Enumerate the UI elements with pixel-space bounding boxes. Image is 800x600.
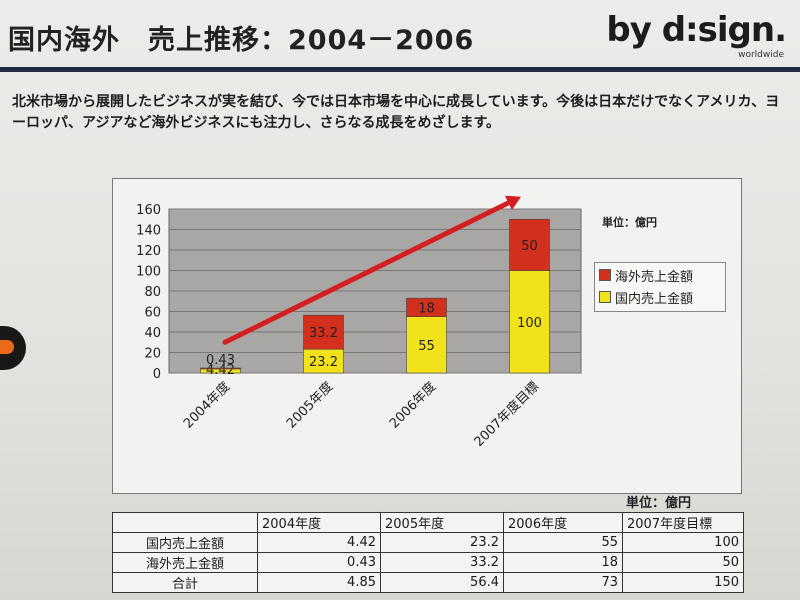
table-cell: 56.4 <box>380 572 504 593</box>
data-label: 18 <box>418 301 435 316</box>
table-header-cell: 2007年度目標 <box>622 512 744 533</box>
slide-title: 国内海外 売上推移：2004－2006 <box>8 25 475 56</box>
legend-label-domestic: 国内売上金額 <box>615 291 694 307</box>
x-tick-label: 2007年度目標 <box>471 379 542 450</box>
chart-legend: 海外売上金額 国内売上金額 <box>594 262 726 312</box>
table-cell: 18 <box>503 552 623 573</box>
table-cell: 4.42 <box>257 532 381 553</box>
table-cell: 23.2 <box>380 532 504 553</box>
y-tick-label: 160 <box>136 203 161 218</box>
growth-arrow-head <box>504 195 521 211</box>
data-label: 4.42 <box>206 363 235 378</box>
sales-table: 2004年度 2005年度 2006年度 2007年度目標 国内売上金額 4.4… <box>112 512 744 593</box>
table-row-label: 合計 <box>112 572 258 593</box>
brand-logo-subtitle: worldwide <box>738 50 784 60</box>
legend-item-domestic: 国内売上金額 <box>599 287 693 307</box>
table-row: 合計 4.85 56.4 73 150 <box>112 572 744 593</box>
data-label: 33.2 <box>309 326 338 341</box>
chart-unit-label: 単位：億円 <box>602 216 657 229</box>
x-tick-label: 2004年度 <box>180 379 233 432</box>
data-label: 0.43 <box>206 353 235 368</box>
bar-overseas <box>200 367 241 370</box>
table-row-label: 国内売上金額 <box>112 532 258 553</box>
table-cell: 73 <box>503 572 623 593</box>
table-cell: 0.43 <box>257 552 381 573</box>
x-tick-label: 2006年度 <box>386 379 439 432</box>
table-cell: 4.85 <box>257 572 381 593</box>
growth-arrow-shaft <box>222 200 511 345</box>
data-label: 23.2 <box>309 355 338 370</box>
y-tick-label: 120 <box>136 244 161 259</box>
table-row: 国内売上金額 4.42 23.2 55 100 <box>112 532 744 553</box>
data-label: 55 <box>418 339 435 354</box>
table-header-cell: 2005年度 <box>380 512 504 533</box>
table-header-cell <box>112 512 258 533</box>
table-cell: 100 <box>622 532 744 553</box>
y-tick-label: 100 <box>136 265 161 280</box>
bar-domestic <box>406 316 447 374</box>
chart-frame: 0 20 40 60 80 100 120 140 160 4.42 0.43 2004年度 23.2 3… <box>112 178 742 494</box>
bar-overseas <box>406 297 447 317</box>
sales-chart: 0 20 40 60 80 100 120 140 160 4.420.43 2004年度 23.2 3… <box>136 195 582 450</box>
table-header-row: 2004年度 2005年度 2006年度 2007年度目標 <box>112 512 744 533</box>
bar-domestic <box>509 270 550 374</box>
legend-item-overseas: 海外売上金額 <box>599 265 693 285</box>
bar-overseas <box>509 218 550 271</box>
presenter-pointer-object <box>0 326 26 370</box>
table-row-label: 海外売上金額 <box>112 552 258 573</box>
table-header-cell: 2004年度 <box>257 512 381 533</box>
y-tick-label: 0 <box>153 367 161 382</box>
legend-label-overseas: 海外売上金額 <box>615 269 694 285</box>
table-unit-label: 単位：億円 <box>626 496 692 511</box>
legend-swatch-overseas <box>599 269 611 281</box>
y-tick-label: 80 <box>144 285 161 300</box>
table-row: 海外売上金額 0.43 33.2 18 50 <box>112 552 744 573</box>
data-label: 100 <box>517 316 542 331</box>
y-tick-label: 140 <box>136 224 161 239</box>
table-cell: 33.2 <box>380 552 504 573</box>
y-tick-label: 20 <box>144 347 161 362</box>
table-cell: 55 <box>503 532 623 553</box>
table-header-cell: 2006年度 <box>503 512 623 533</box>
table-cell: 150 <box>622 572 744 593</box>
data-label: 50 <box>521 239 538 254</box>
title-divider <box>0 67 800 72</box>
x-tick-label: 2005年度 <box>283 379 336 432</box>
table-cell: 50 <box>622 552 744 573</box>
y-tick-label: 60 <box>144 306 161 321</box>
bar-overseas <box>303 314 344 350</box>
slide-description: 北米市場から展開したビジネスが実を結び、今では日本市場を中心に成長しています。今… <box>12 94 780 131</box>
brand-logo: by d:sign. <box>606 10 787 50</box>
legend-swatch-domestic <box>599 291 611 303</box>
y-tick-label: 40 <box>144 326 161 341</box>
